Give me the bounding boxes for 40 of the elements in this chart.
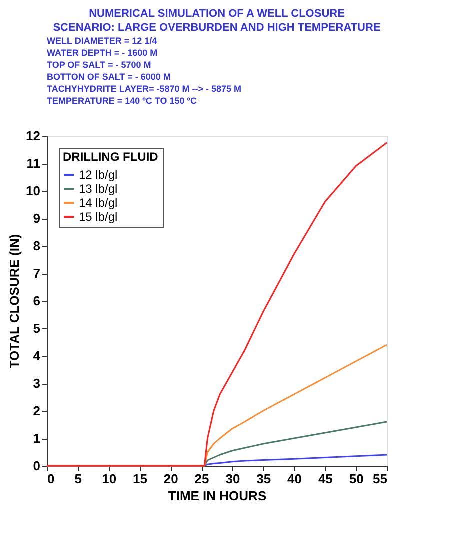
x-tick-label: 30 — [226, 472, 240, 486]
x-tick-label: 55 — [373, 472, 388, 486]
y-tick-label: 10 — [26, 184, 40, 198]
legend-label: 13 lb/gl — [79, 182, 118, 196]
x-tick-label: 10 — [102, 472, 117, 486]
y-tick-label: 1 — [33, 431, 40, 446]
legend-label: 15 lb/gl — [79, 210, 118, 224]
text: TACHYHYDRITE LAYER= -5870 M --> - 5875 M — [47, 84, 242, 94]
legend-label: 14 lb/gl — [79, 196, 118, 210]
chart-subtitle: SCENARIO: LARGE OVERBURDEN AND HIGH TEMPERATURE — [53, 22, 381, 34]
x-tick-label: 5 — [74, 472, 82, 486]
y-tick-label: 0 — [33, 458, 40, 474]
y-tick-label: 4 — [33, 348, 42, 364]
x-tick-label: 35 — [256, 472, 272, 486]
x-tick-label: 15 — [132, 472, 148, 486]
y-tick-label: 2 — [33, 404, 40, 418]
text: WELL DIAMETER = 12 1/4 — [47, 36, 158, 46]
legend-label: 12 lb/gl — [79, 168, 118, 182]
y-tick-label: 7 — [33, 266, 40, 281]
x-tick-label: 20 — [164, 472, 178, 486]
x-tick-label: 45 — [318, 472, 333, 486]
x-tick-label: 40 — [288, 472, 302, 486]
y-tick-label: 12 — [26, 128, 40, 144]
y-tick-label: 6 — [33, 294, 40, 308]
y-tick-label: 3 — [33, 376, 40, 391]
legend-title: DRILLING FLUID — [63, 150, 159, 164]
x-tick-label: 50 — [349, 472, 364, 486]
text: TOP OF SALT = - 5700 M — [47, 60, 152, 70]
text: TEMPERATURE = 140 ºC TO 150 ºC — [47, 96, 198, 106]
x-tick-label: 25 — [194, 472, 210, 486]
y-axis-title: TOTAL CLOSURE (IN) — [7, 234, 22, 369]
y-tick-label: 5 — [33, 321, 40, 336]
y-tick-label: 8 — [33, 238, 40, 254]
text: BOTTON OF SALT = - 6000 M — [47, 72, 171, 82]
x-tick-label: 0 — [48, 472, 55, 486]
x-axis-title: TIME IN HOURS — [168, 488, 267, 504]
chart-title: NUMERICAL SIMULATION OF A WELL CLOSURE — [89, 8, 345, 20]
text: WATER DEPTH = - 1600 M — [47, 48, 158, 58]
y-tick-label: 11 — [26, 156, 40, 171]
y-tick-label: 9 — [33, 211, 40, 226]
